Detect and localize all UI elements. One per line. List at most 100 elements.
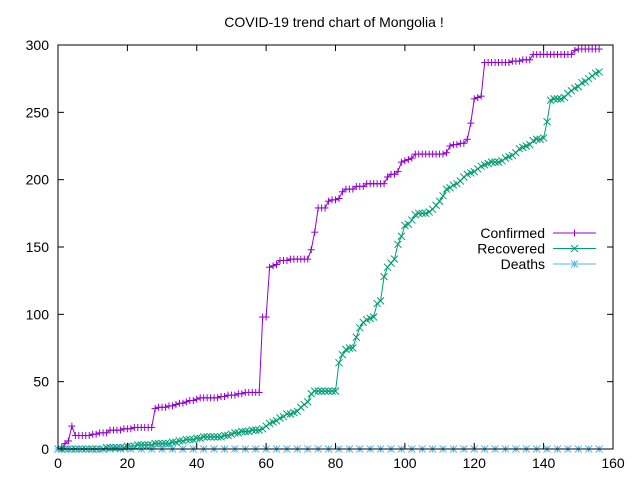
data-point	[453, 141, 461, 149]
x-tick-label: 80	[328, 455, 344, 471]
data-point	[283, 410, 291, 418]
data-point	[335, 195, 343, 203]
axes: 0 20 40 60 80 100 120 140 160 0 50 100 150 200 250 300	[26, 37, 625, 471]
data-point	[241, 427, 250, 436]
data-point	[189, 397, 197, 405]
data-point	[508, 151, 517, 160]
y-tick-label: 50	[33, 374, 49, 390]
data-point	[359, 318, 368, 327]
data-point	[460, 139, 468, 147]
data-point	[401, 157, 409, 165]
data-point	[414, 209, 423, 218]
x-tick-label: 100	[393, 455, 417, 471]
data-point	[251, 426, 260, 435]
data-point	[303, 398, 312, 406]
y-tick-label: 100	[26, 306, 50, 322]
data-point	[394, 240, 402, 249]
data-point	[397, 232, 406, 241]
data-point	[435, 197, 444, 206]
data-point	[394, 168, 402, 176]
legend-label: Recovered	[477, 241, 545, 257]
legend-marker	[570, 244, 579, 253]
data-point	[491, 158, 499, 167]
data-point	[532, 135, 541, 144]
series-confirmed	[54, 45, 603, 453]
data-point	[369, 313, 378, 321]
data-point	[331, 387, 340, 395]
data-point	[304, 255, 312, 263]
data-point	[571, 46, 579, 54]
data-point	[408, 154, 416, 162]
data-point	[210, 433, 218, 441]
y-tick-label: 200	[26, 172, 50, 188]
data-point	[487, 158, 496, 167]
data-point	[473, 165, 482, 173]
data-point	[418, 209, 427, 218]
data-point	[185, 435, 194, 444]
data-point	[162, 403, 170, 411]
data-point	[269, 262, 277, 270]
data-point	[380, 272, 388, 281]
data-point	[300, 400, 309, 409]
data-point	[283, 256, 291, 264]
data-point	[581, 77, 590, 86]
data-point	[85, 432, 93, 440]
data-point	[443, 149, 450, 157]
data-point	[477, 92, 485, 100]
data-point	[203, 433, 212, 441]
data-point	[498, 156, 506, 165]
legend-label: Deaths	[501, 256, 545, 272]
data-point	[262, 313, 270, 321]
x-tick-label: 20	[120, 455, 136, 471]
data-point	[272, 416, 281, 425]
data-point	[515, 57, 523, 65]
data-point	[567, 86, 576, 95]
data-point	[373, 299, 381, 308]
data-point	[474, 94, 482, 102]
data-point	[325, 197, 333, 205]
data-point	[425, 208, 434, 216]
data-point	[231, 391, 239, 399]
data-point	[273, 261, 281, 269]
data-point	[154, 439, 163, 448]
data-point	[92, 430, 100, 438]
x-tick-label: 60	[258, 455, 274, 471]
data-point	[314, 387, 323, 395]
data-point	[467, 119, 475, 127]
data-point	[127, 425, 135, 433]
x-tick-label: 140	[532, 455, 556, 471]
data-point	[553, 95, 562, 103]
data-point	[231, 428, 239, 437]
data-point	[311, 228, 319, 236]
data-point	[161, 439, 170, 448]
data-point	[192, 434, 201, 443]
data-point	[310, 387, 319, 395]
data-point	[348, 344, 357, 352]
data-point	[567, 50, 575, 58]
data-point	[206, 433, 215, 441]
data-point	[148, 423, 156, 431]
data-point	[296, 403, 305, 412]
data-point	[564, 89, 572, 98]
y-tick-label: 150	[26, 239, 50, 255]
x-tick-label: 160	[601, 455, 625, 471]
data-point	[321, 387, 329, 395]
data-point	[550, 95, 558, 103]
data-point	[328, 387, 336, 395]
data-point	[345, 344, 354, 352]
data-point	[307, 246, 315, 254]
data-point	[151, 439, 159, 448]
data-point	[470, 167, 479, 176]
data-point	[526, 56, 534, 64]
series-recovered	[54, 68, 603, 453]
data-point	[321, 204, 329, 212]
chart-title: COVID-19 trend chart of Mongolia !	[224, 14, 443, 30]
data-point	[595, 68, 603, 76]
data-point	[463, 135, 471, 143]
data-point	[179, 399, 187, 407]
data-point	[182, 435, 191, 444]
data-point	[390, 255, 399, 263]
data-point	[221, 392, 228, 400]
